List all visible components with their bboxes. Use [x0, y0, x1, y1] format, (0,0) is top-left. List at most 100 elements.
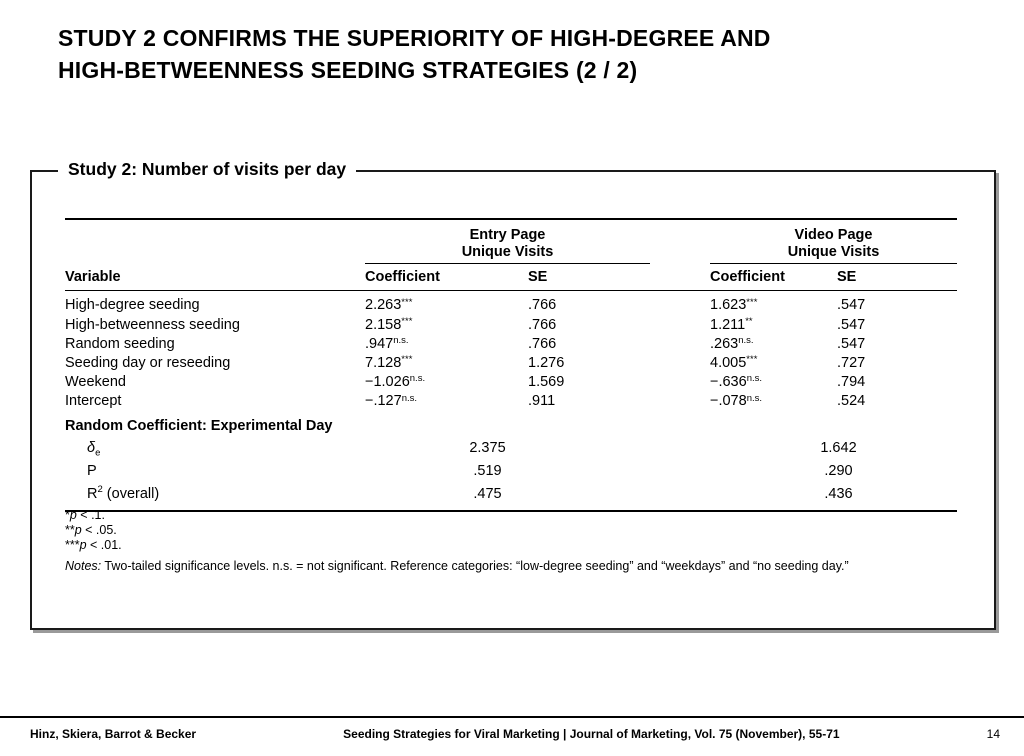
video-coefficient-cell: 4.005*** [710, 354, 837, 373]
entry-se-column-header: SE [528, 263, 650, 292]
statistic-label-cell: δe [87, 440, 101, 459]
entry-se-cell: 1.276 [528, 354, 565, 371]
video-coefficient-cell: 1.623*** [710, 291, 837, 316]
video-se-cell: .547 [837, 335, 866, 352]
entry-se-cell: .766 [528, 335, 557, 352]
significance-marker: n.s. [746, 392, 763, 404]
statistic-label-cell: P [87, 462, 97, 479]
entry-coefficient-cell: −1.026n.s. [365, 373, 528, 392]
gap-cell [650, 316, 710, 335]
variable-cell: High-degree seeding [65, 297, 200, 314]
entry-coefficient-cell: 2.263*** [365, 291, 528, 316]
significance-marker: n.s. [401, 392, 418, 404]
gap-cell [650, 291, 710, 316]
footnote: **p < .05. [65, 523, 117, 537]
significance-marker: n.s. [738, 335, 754, 347]
table-row: δe 2.375 1.642 [65, 437, 957, 460]
notes-text: Two-tailed significance levels. n.s. = n… [101, 559, 849, 573]
table-row: Random seeding .947n.s. .766 .263n.s. .5… [65, 335, 957, 354]
significance-marker: n.s. [393, 335, 409, 347]
video-coefficient-cell: 1.211** [710, 316, 837, 335]
empty-cell [65, 219, 365, 264]
variable-cell: Random seeding [65, 335, 175, 352]
section-header-row: Random Coefficient: Experimental Day [65, 411, 957, 437]
footnote: ***p < .01. [65, 538, 122, 552]
table-footnotes: *p < .1. **p < .05. ***p < .01. Notes: T… [65, 508, 965, 574]
entry-group-line2: Unique Visits [461, 243, 554, 260]
footer-inner: Hinz, Skiera, Barrot & Becker Seeding St… [0, 718, 1024, 741]
entry-coefficient-cell: 2.158*** [365, 316, 528, 335]
video-value-cell: .436 [710, 483, 957, 512]
significance-marker: *** [746, 296, 758, 308]
entry-page-group-header: Entry Page Unique Visits [365, 219, 650, 265]
video-se-cell: .727 [837, 354, 866, 371]
table-row: R2 (overall) .475 .436 [65, 483, 957, 512]
statistic-label-cell: R2 (overall) [65, 483, 365, 512]
video-se-cell: .524 [837, 393, 866, 409]
variable-cell: Intercept [65, 393, 122, 409]
gap-cell [650, 483, 710, 512]
column-header-row: Variable Coefficient SE Coefficient SE [65, 263, 957, 292]
video-page-group-header: Video Page Unique Visits [710, 219, 957, 265]
significance-marker: n.s. [409, 373, 426, 385]
group-header-row: Entry Page Unique Visits Video Page Uniq… [65, 219, 957, 265]
table-row: High-degree seeding 2.263*** .766 1.623*… [65, 291, 957, 316]
variable-column-header: Variable [65, 263, 365, 292]
gap-cell [650, 437, 710, 460]
video-se-cell: .547 [837, 316, 866, 333]
video-group-line1: Video Page [794, 227, 873, 243]
significance-marker: *** [746, 354, 758, 366]
entry-coefficient-cell: 7.128*** [365, 354, 528, 373]
significance-marker: n.s. [746, 373, 763, 385]
slide-title-line1: STUDY 2 CONFIRMS THE SUPERIORITY OF HIGH… [58, 25, 771, 51]
video-se-cell: .794 [837, 373, 866, 390]
entry-value-cell: 2.375 [469, 440, 506, 457]
video-coefficient-column-header: Coefficient [710, 263, 837, 292]
entry-se-cell: 1.569 [528, 373, 565, 390]
table-row: Weekend −1.026n.s. 1.569 −.636n.s. .794 [65, 373, 957, 392]
gap-cell [650, 263, 710, 292]
variable-cell: High-betweenness seeding [65, 316, 240, 333]
footer-authors: Hinz, Skiera, Barrot & Becker [30, 727, 197, 741]
video-se-column-header: SE [837, 263, 957, 292]
table-row: P .519 .290 [65, 460, 957, 483]
footer-page-number: 14 [986, 727, 1000, 741]
table-row: High-betweenness seeding 2.158*** .766 1… [65, 316, 957, 335]
variable-cell: Seeding day or reseeding [65, 354, 231, 371]
video-value-cell: 1.642 [820, 440, 857, 457]
significance-marker: *** [401, 316, 413, 328]
table-notes: Notes: Two-tailed significance levels. n… [65, 559, 965, 574]
video-value-cell: .290 [824, 463, 853, 480]
regression-table-wrap: Entry Page Unique Visits Video Page Uniq… [65, 218, 957, 512]
entry-coefficient-column-header: Coefficient [365, 263, 528, 292]
table-row: Seeding day or reseeding 7.128*** 1.276 … [65, 354, 957, 373]
significance-marker: *** [401, 296, 413, 308]
section-header: Random Coefficient: Experimental Day [65, 418, 333, 435]
significance-marker: ** [745, 316, 753, 328]
gap-cell [650, 354, 710, 373]
table-row: Intercept −.127n.s. .911 −.078n.s. .524 [65, 392, 957, 411]
entry-coefficient-cell: .947n.s. [365, 335, 528, 354]
notes-label: Notes: [65, 559, 102, 573]
gap-cell [650, 335, 710, 354]
slide-title-line2: HIGH-BETWEENNESS SEEDING STRATEGIES (2 /… [58, 57, 638, 83]
entry-group-line1: Entry Page [469, 227, 546, 243]
study-panel: Study 2: Number of visits per day Entry … [30, 159, 996, 630]
entry-se-cell: .766 [528, 297, 557, 314]
slide-title: STUDY 2 CONFIRMS THE SUPERIORITY OF HIGH… [58, 22, 918, 86]
video-coefficient-cell: .263n.s. [710, 335, 837, 354]
video-se-cell: .547 [837, 297, 866, 314]
significance-marker: *** [401, 354, 413, 366]
slide-footer: Hinz, Skiera, Barrot & Becker Seeding St… [0, 716, 1024, 741]
entry-value-cell: .475 [365, 483, 650, 512]
entry-se-cell: .766 [528, 316, 557, 333]
gap-cell [650, 460, 710, 483]
gap-cell [650, 392, 710, 411]
video-group-line2: Unique Visits [787, 243, 880, 260]
gap-cell [650, 219, 710, 264]
footnote: *p < .1. [65, 508, 105, 522]
panel-title: Study 2: Number of visits per day [58, 159, 357, 180]
regression-table: Entry Page Unique Visits Video Page Uniq… [65, 218, 957, 512]
entry-value-cell: .519 [473, 463, 502, 480]
